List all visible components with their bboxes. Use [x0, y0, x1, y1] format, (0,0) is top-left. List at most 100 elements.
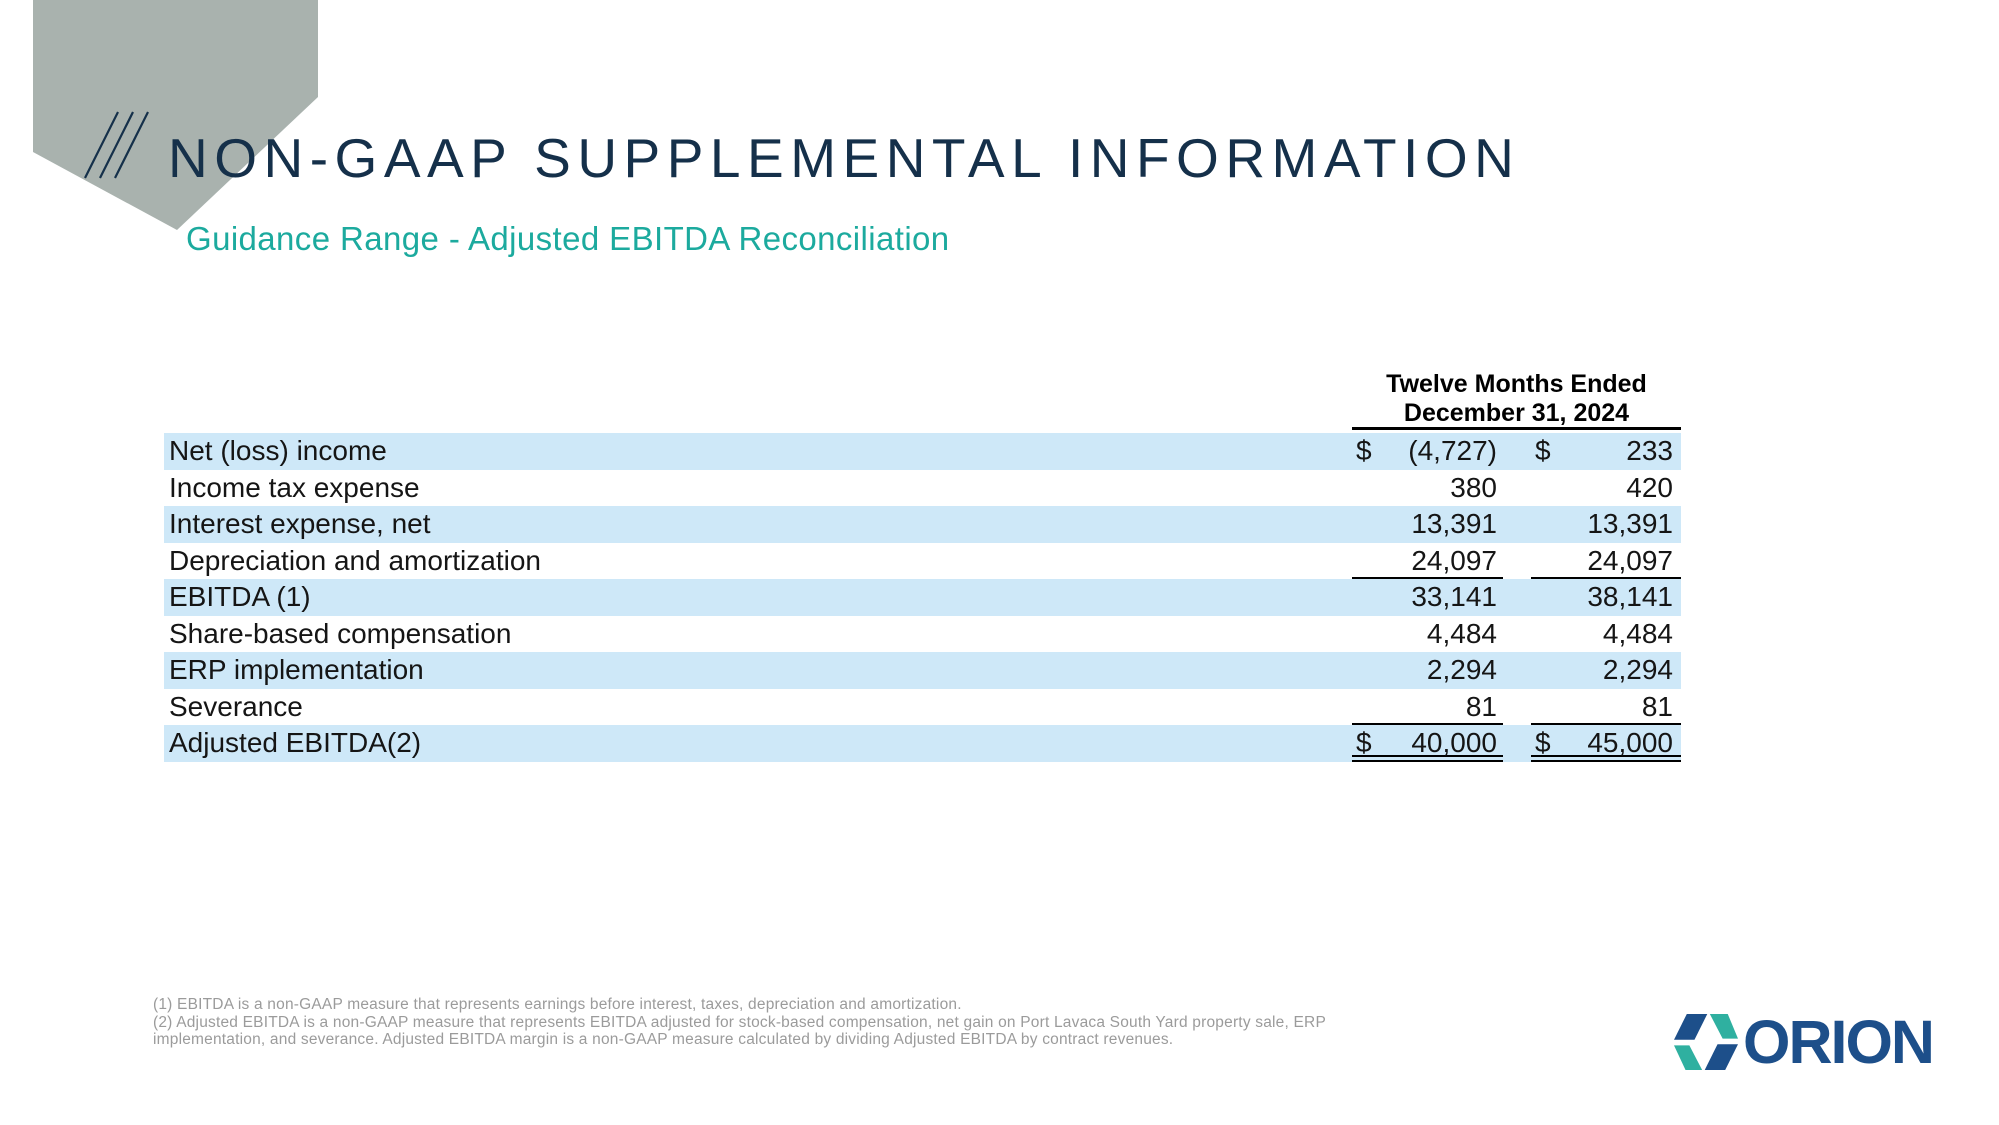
table-row: Net (loss) income $ (4,727) $233 [164, 433, 1681, 470]
page-title: NON-GAAP SUPPLEMENTAL INFORMATION [168, 127, 1521, 189]
column-gap [1503, 689, 1531, 726]
row-label: Income tax expense [169, 471, 420, 503]
high-range-value: 420 [1626, 471, 1673, 503]
footnote-2: (2) Adjusted EBITDA is a non-GAAP measur… [153, 1013, 1326, 1049]
low-range-group: 2,294 [1352, 652, 1503, 689]
column-gap [1503, 616, 1531, 653]
column-gap [1503, 579, 1531, 616]
orion-logo-text: ORION [1743, 1008, 1935, 1076]
low-range-group: 33,141 [1352, 579, 1503, 616]
table-row: Adjusted EBITDA(2) $40,000 $45,000 [164, 725, 1681, 762]
dollar-sign: $ [1356, 727, 1372, 758]
dollar-sign [1531, 689, 1571, 724]
row-label: Adjusted EBITDA(2) [169, 727, 422, 758]
table-row: Depreciation and amortization 24,097 24,09… [164, 543, 1681, 580]
dollar-sign [1531, 543, 1571, 578]
dollar-sign [1352, 543, 1392, 578]
high-range-value: 38,141 [1587, 581, 1673, 612]
table-row: Severance 81 81 [164, 689, 1681, 726]
dollar-sign [1531, 579, 1571, 616]
period-header-line2: December 31, 2024 [1403, 399, 1630, 427]
slashes-icon [84, 111, 149, 179]
dollar-sign: $ [1535, 435, 1551, 466]
row-label: ERP implementation [169, 654, 424, 685]
table-row: EBITDA (1) 33,141 38,141 [164, 579, 1681, 616]
dollar-sign [1352, 579, 1392, 616]
low-range-group: 24,097 [1352, 543, 1503, 579]
row-label: Share-based compensation [169, 617, 512, 649]
row-label: Severance [169, 690, 303, 722]
high-range-value: 233 [1626, 435, 1673, 466]
table-row: Income tax expense 380 420 [164, 470, 1681, 507]
dollar-sign [1531, 506, 1571, 543]
high-range-group: 38,141 [1531, 579, 1681, 616]
high-range-value: 13,391 [1587, 508, 1673, 539]
high-range-group: 2,294 [1531, 652, 1681, 689]
high-range-value: 4,484 [1602, 617, 1673, 649]
dollar-sign [1352, 470, 1392, 507]
dollar-sign: $ [1535, 727, 1551, 758]
logo-chevron-ne [1709, 1014, 1738, 1039]
low-range-value: 13,391 [1411, 508, 1497, 539]
dollar-sign: $ [1356, 435, 1372, 466]
low-range-group: $40,000 [1352, 725, 1503, 762]
high-range-group: $233 [1531, 433, 1681, 470]
low-range-group: 380 [1352, 470, 1503, 507]
table-row: Share-based compensation 4,484 4,484 [164, 616, 1681, 653]
row-label: Interest expense, net [169, 508, 431, 539]
high-range-group: 81 [1531, 689, 1681, 725]
high-range-group: 13,391 [1531, 506, 1681, 543]
dollar-sign [1352, 506, 1392, 543]
logo-chevron-sw [1674, 1045, 1703, 1070]
table-period-header: Twelve Months Ended December 31, 2024 [1352, 370, 1681, 430]
logo-chevron-se [1704, 1044, 1738, 1070]
high-range-group: 4,484 [1531, 616, 1681, 653]
orion-logo-icon [1674, 1014, 1738, 1070]
footnote-1: (1) EBITDA is a non-GAAP measure that re… [153, 996, 962, 1013]
column-gap [1503, 725, 1531, 762]
low-range-value: 33,141 [1411, 581, 1497, 612]
dollar-sign [1531, 470, 1571, 507]
low-range-value: (4,727) [1408, 435, 1497, 466]
period-header-line1: Twelve Months Ended [1386, 370, 1647, 398]
column-gap [1503, 470, 1531, 507]
column-gap [1503, 506, 1531, 543]
low-range-value: 24,097 [1411, 544, 1497, 576]
ebitda-reconciliation-table: Net (loss) income $ (4,727) $233 Income tax … [164, 433, 1681, 762]
dollar-sign [1352, 652, 1392, 689]
logo-chevron-nw [1674, 1014, 1708, 1040]
low-range-value: 2,294 [1426, 654, 1497, 685]
footnotes: (1) EBITDA is a non-GAAP measure that re… [153, 996, 1409, 1049]
high-range-value: 81 [1641, 690, 1673, 722]
column-gap [1503, 652, 1531, 689]
dollar-sign [1352, 689, 1392, 724]
dollar-sign [1352, 616, 1392, 653]
low-range-group: 4,484 [1352, 616, 1503, 653]
low-range-group: 13,391 [1352, 506, 1503, 543]
dollar-sign [1531, 616, 1571, 653]
table-row: Interest expense, net 13,391 13,391 [164, 506, 1681, 543]
dollar-sign [1531, 652, 1571, 689]
row-label: Net (loss) income [169, 435, 387, 466]
low-range-value: 40,000 [1411, 727, 1497, 758]
low-range-group: $ (4,727) [1352, 433, 1503, 470]
high-range-value: 24,097 [1587, 544, 1673, 576]
row-label: Depreciation and amortization [169, 544, 541, 576]
low-range-value: 81 [1465, 690, 1497, 722]
orion-logo: ORION [1674, 1008, 1935, 1076]
row-label: EBITDA (1) [169, 581, 311, 612]
low-range-value: 4,484 [1426, 617, 1497, 649]
high-range-group: 24,097 [1531, 543, 1681, 579]
page-subtitle: Guidance Range - Adjusted EBITDA Reconci… [186, 220, 950, 257]
corner-banner [33, 0, 318, 230]
column-gap [1503, 543, 1531, 580]
high-range-value: 2,294 [1602, 654, 1673, 685]
high-range-group: 420 [1531, 470, 1681, 507]
high-range-group: $45,000 [1531, 725, 1681, 762]
table-row: ERP implementation 2,294 2,294 [164, 652, 1681, 689]
low-range-value: 380 [1450, 471, 1497, 503]
column-gap [1503, 433, 1531, 470]
high-range-value: 45,000 [1587, 727, 1673, 758]
low-range-group: 81 [1352, 689, 1503, 725]
